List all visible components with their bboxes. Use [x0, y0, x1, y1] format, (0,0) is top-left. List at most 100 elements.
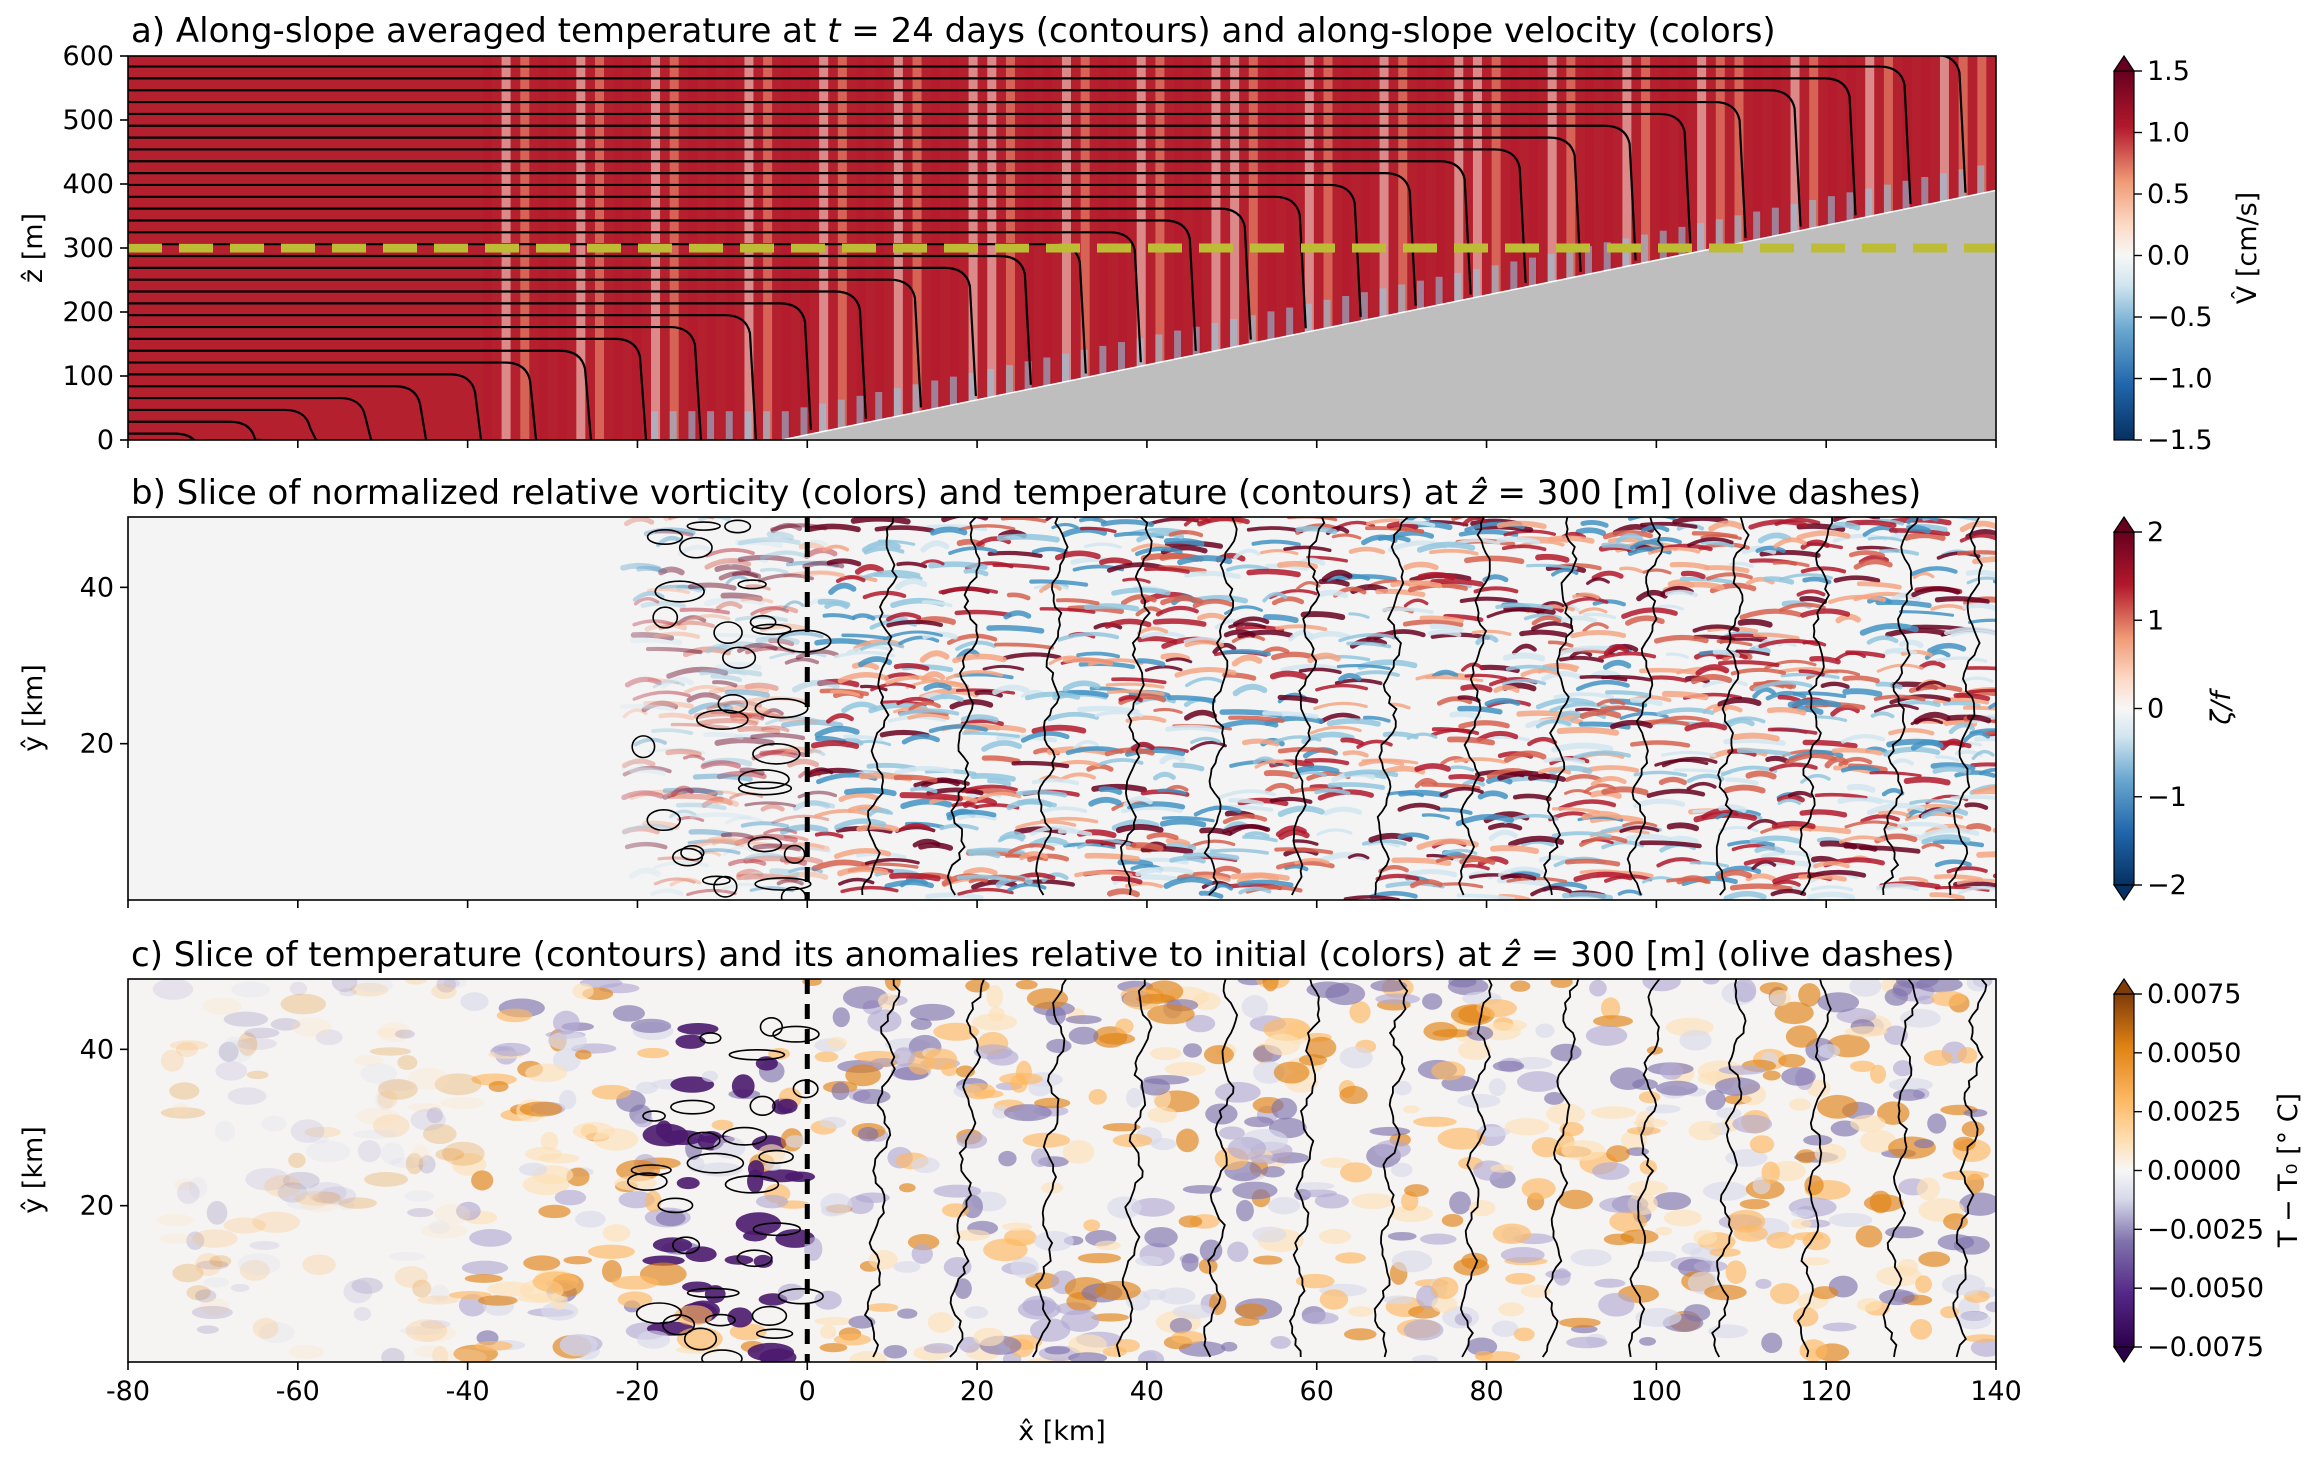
velocity-stripe: [1435, 56, 1445, 440]
vorticity-filament: [1419, 615, 1464, 624]
vorticity-filament: [1982, 729, 1996, 736]
anomaly-patch: [1916, 1177, 1940, 1201]
vorticity-filament: [1277, 560, 1318, 570]
anomaly-patch: [394, 1029, 415, 1039]
vorticity-filament: [771, 814, 830, 825]
vorticity-filament: [1055, 598, 1100, 606]
vorticity-filament: [1866, 635, 1899, 645]
vorticity-filament: [708, 836, 745, 844]
vorticity-filament: [1509, 870, 1541, 878]
vorticity-filament: [1858, 845, 1921, 854]
vorticity-filament: [1155, 605, 1199, 617]
anomaly-patch: [239, 1259, 270, 1281]
closed-contour: [626, 1172, 668, 1191]
anomaly-patch: [777, 1283, 805, 1301]
anomaly-patch: [601, 1259, 622, 1283]
vorticity-filament: [1041, 872, 1069, 883]
vorticity-filament: [921, 600, 953, 608]
vorticity-filament: [1461, 863, 1490, 871]
anomaly-patch: [1300, 1189, 1338, 1198]
colorbar-b-label: ζ/f: [2206, 688, 2237, 726]
vorticity-filament: [1348, 612, 1370, 619]
vorticity-filament: [987, 550, 1043, 558]
anomaly-patch: [729, 1323, 767, 1341]
vorticity-filament: [1031, 724, 1087, 734]
vorticity-filament: [1717, 697, 1762, 708]
vorticity-filament: [886, 619, 943, 628]
vorticity-filament: [1610, 719, 1653, 730]
vorticity-filament: [1168, 530, 1204, 538]
vorticity-filament: [898, 635, 940, 646]
near-bottom-stripe: [1099, 345, 1107, 375]
vorticity-filament: [1442, 848, 1478, 856]
anomaly-patch: [1137, 1350, 1165, 1362]
vorticity-filament: [814, 809, 870, 818]
vorticity-filament: [899, 792, 963, 802]
anomaly-patch: [1068, 1334, 1107, 1355]
vorticity-filament: [992, 684, 1030, 696]
vorticity-filament: [1135, 606, 1163, 617]
vorticity-filament: [1273, 735, 1322, 744]
colorbar-c-label: T − T₀ [° C]: [2273, 1093, 2304, 1248]
vorticity-filament: [1209, 848, 1269, 855]
anomaly-patch: [1387, 1231, 1417, 1241]
vorticity-filament: [1438, 807, 1473, 815]
near-bottom-stripe: [1211, 322, 1219, 352]
closed-contour: [759, 1016, 784, 1037]
vorticity-filament: [720, 832, 754, 840]
anomaly-patch: [540, 1131, 559, 1151]
vorticity-filament: [1085, 839, 1116, 847]
vorticity-filament: [923, 682, 952, 692]
anomaly-patch: [1253, 1255, 1283, 1265]
anomaly-patch: [1340, 1162, 1373, 1183]
vorticity-filament: [759, 567, 789, 575]
anomaly-patch: [676, 1177, 700, 1190]
anomaly-patch: [448, 1291, 492, 1300]
vorticity-filament: [791, 679, 840, 693]
panel-c-xlabel: x̂ [km]: [1018, 1416, 1106, 1447]
vorticity-filament: [974, 689, 1003, 698]
temperature-contour: [1948, 517, 1983, 896]
near-bottom-stripe: [1024, 361, 1032, 391]
vorticity-filament: [894, 825, 936, 834]
anomaly-patch: [1791, 1209, 1814, 1218]
anomaly-patch: [1877, 1101, 1910, 1125]
anomaly-patch: [1144, 1227, 1178, 1248]
anomaly-patch: [1403, 1319, 1444, 1341]
vorticity-filament: [1650, 675, 1688, 683]
vorticity-filament: [1888, 728, 1935, 736]
vorticity-filament: [1059, 772, 1096, 782]
vorticity-filament: [920, 540, 950, 553]
vorticity-filament: [1254, 759, 1294, 769]
vorticity-filament: [715, 641, 763, 651]
vorticity-filament: [1424, 675, 1484, 683]
anomaly-patch: [1335, 1252, 1367, 1264]
isotherm-contour: [128, 124, 1637, 261]
anomaly-patch: [675, 1034, 706, 1049]
vorticity-filament: [1858, 554, 1890, 565]
anomaly-patch: [559, 1089, 577, 1110]
vorticity-filament: [1165, 657, 1193, 664]
isotherm-contour: [128, 65, 1912, 205]
vorticity-filament: [737, 554, 794, 563]
vorticity-filament: [956, 874, 1008, 882]
vorticity-filament: [1725, 777, 1759, 786]
vorticity-filament: [1668, 835, 1699, 845]
colorbar-tick-label: 1: [2147, 605, 2164, 636]
anomaly-patch: [1339, 1046, 1373, 1069]
anomaly-patch: [1769, 989, 1791, 1006]
anomaly-patch: [1391, 1162, 1413, 1178]
anomaly-patch: [855, 1192, 890, 1204]
vorticity-filament: [703, 732, 744, 740]
near-bottom-stripe: [1248, 315, 1256, 344]
anomaly-patch: [735, 1212, 782, 1236]
colorbar-tick-label: −0.0050: [2147, 1273, 2264, 1304]
vorticity-filament: [1796, 530, 1851, 541]
vorticity-filament: [1591, 570, 1624, 581]
vorticity-filament: [1929, 892, 1965, 900]
vorticity-filament: [1361, 534, 1398, 546]
temperature-contour: [1374, 517, 1409, 896]
vorticity-filament: [1183, 571, 1241, 579]
anomaly-patch: [547, 1031, 588, 1050]
x-tick-label: 60: [1300, 1376, 1334, 1407]
